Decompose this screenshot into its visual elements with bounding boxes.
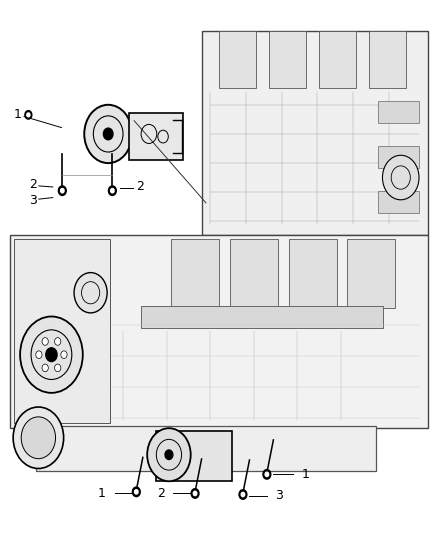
Circle shape: [25, 111, 32, 119]
Circle shape: [382, 155, 419, 200]
Circle shape: [103, 128, 113, 140]
Text: 1: 1: [98, 487, 106, 500]
Circle shape: [55, 364, 61, 372]
Bar: [269, 30, 306, 88]
Circle shape: [60, 189, 64, 193]
Bar: [378, 191, 419, 214]
Bar: [230, 239, 278, 308]
Bar: [369, 30, 406, 88]
Bar: [219, 30, 256, 88]
Circle shape: [42, 337, 48, 345]
Bar: [36, 425, 376, 471]
Text: 3: 3: [29, 194, 37, 207]
Circle shape: [111, 189, 114, 193]
Bar: [201, 30, 428, 235]
Bar: [129, 113, 183, 160]
Circle shape: [109, 186, 116, 196]
Text: 3: 3: [275, 489, 283, 502]
Text: 1: 1: [14, 108, 22, 122]
Circle shape: [61, 351, 67, 359]
Bar: [156, 431, 232, 481]
Bar: [10, 235, 428, 428]
Circle shape: [147, 428, 191, 481]
Circle shape: [55, 337, 61, 345]
Text: 2: 2: [29, 178, 37, 191]
Text: 2: 2: [158, 487, 166, 500]
Text: 1: 1: [301, 468, 309, 481]
Bar: [289, 239, 336, 308]
Circle shape: [239, 490, 247, 499]
Circle shape: [191, 489, 199, 498]
Circle shape: [21, 417, 56, 459]
Circle shape: [84, 105, 132, 163]
Circle shape: [46, 348, 57, 361]
Circle shape: [58, 186, 66, 196]
Circle shape: [27, 113, 30, 117]
Bar: [378, 146, 419, 168]
Circle shape: [134, 490, 138, 494]
Bar: [14, 239, 110, 423]
Circle shape: [241, 492, 245, 497]
Circle shape: [13, 407, 64, 469]
Circle shape: [74, 272, 107, 313]
Bar: [347, 239, 395, 308]
Bar: [141, 306, 383, 328]
Circle shape: [132, 487, 140, 497]
Circle shape: [165, 450, 173, 459]
Circle shape: [193, 491, 197, 496]
Circle shape: [265, 472, 268, 477]
Bar: [378, 101, 419, 123]
Circle shape: [36, 351, 42, 359]
Text: 2: 2: [136, 181, 144, 193]
Circle shape: [263, 470, 271, 479]
Circle shape: [42, 364, 48, 372]
Bar: [319, 30, 356, 88]
Bar: [171, 239, 219, 308]
Circle shape: [20, 317, 83, 393]
